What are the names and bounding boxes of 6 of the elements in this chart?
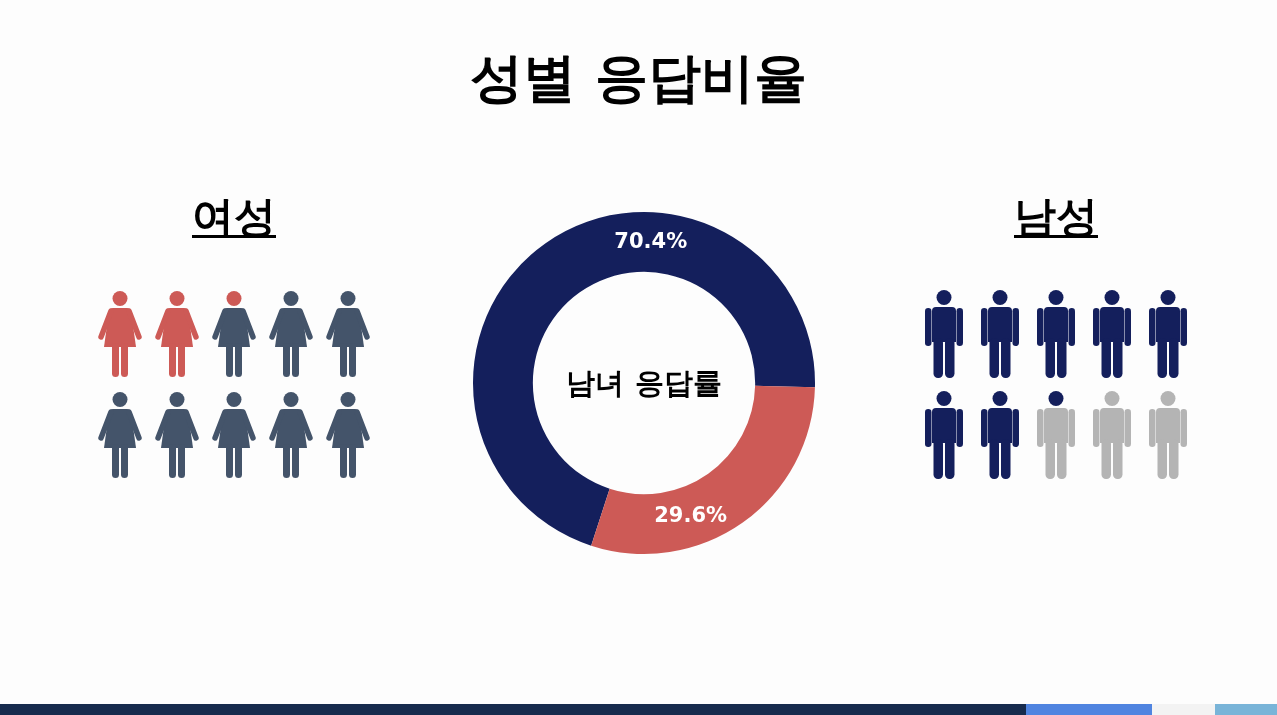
data-label: 70.4% — [614, 228, 688, 253]
text: 여성 — [192, 192, 276, 241]
data-label: 29.6% — [654, 502, 728, 527]
chart-title: 성별 응답비율 — [469, 46, 808, 110]
text: 남성 — [1014, 192, 1098, 241]
text: 남녀 응답률 — [566, 365, 722, 400]
